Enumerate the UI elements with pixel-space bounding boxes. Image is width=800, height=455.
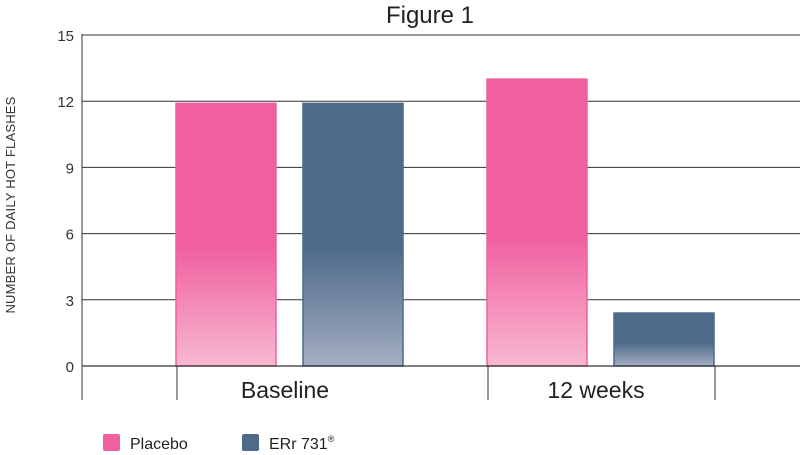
x-category-label: Baseline [241,377,329,403]
chart-title: Figure 1 [386,2,474,29]
bar-placebo-0 [175,102,277,367]
y-tick-label: 0 [66,359,74,376]
axes: 0 3 6 9 12 15 Baseline 12 weeks [57,28,800,403]
legend-swatch [103,434,120,451]
legend-swatch [242,434,259,451]
y-axis-label: NUMBER OF DAILY HOT FLASHES [3,96,18,313]
legend-label: Placebo [130,436,188,453]
legend-label: ERr 731® [269,434,335,453]
bars [175,78,715,367]
y-tick-label: 9 [66,160,74,177]
y-tick-label: 12 [57,94,74,111]
x-category-label: 12 weeks [547,377,644,403]
y-tick-label: 6 [66,227,74,244]
legend: Placebo ERr 731® [103,434,335,453]
y-tick-label: 3 [66,293,74,310]
y-tick-label: 15 [57,28,74,45]
bar-err731-0 [302,102,404,367]
bar-err731-1 [613,312,715,367]
bar-placebo-1 [486,78,588,367]
